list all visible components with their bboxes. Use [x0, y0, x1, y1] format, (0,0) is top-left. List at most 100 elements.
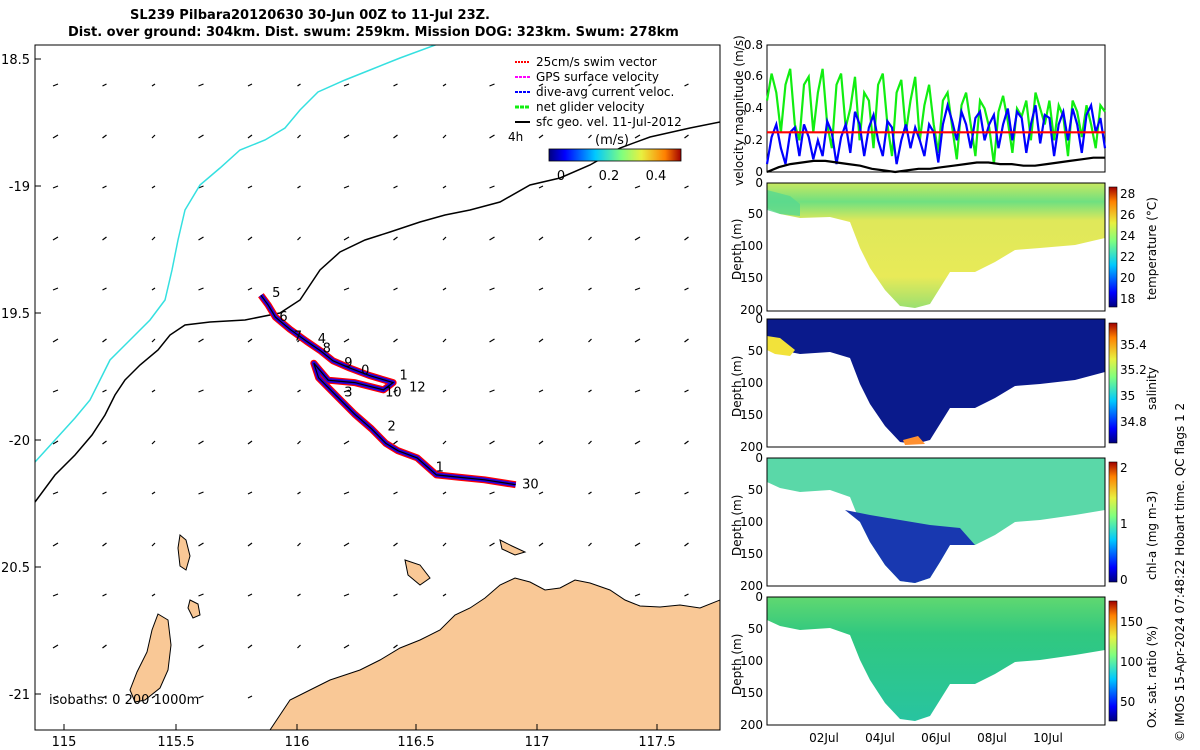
- current-arrow: [634, 236, 641, 241]
- current-arrow: [52, 593, 59, 597]
- temperature-mixedlayer: [767, 190, 800, 216]
- cbar-label: chl-a (mg m-3): [1145, 491, 1159, 580]
- velocity-colorbar: [548, 148, 682, 162]
- cbar-tick: 18: [1120, 292, 1135, 306]
- map-legend: 25cm/s swim vector GPS surface velocity …: [515, 55, 682, 129]
- current-arrow: [588, 338, 592, 343]
- current-arrow: [393, 491, 398, 495]
- cbar-tick: 26: [1120, 208, 1135, 222]
- cbar-tick: 50: [1120, 695, 1135, 709]
- isobaths-label: isobaths: 0 200 1000m: [49, 693, 199, 708]
- current-arrow: [198, 287, 204, 291]
- time-tick: 06Jul: [921, 731, 951, 745]
- current-arrow: [538, 185, 544, 189]
- current-arrow: [52, 440, 59, 445]
- track-day-label: 8: [323, 342, 331, 357]
- current-arrow: [198, 593, 204, 597]
- current-arrow: [634, 389, 641, 393]
- current-arrow: [297, 83, 301, 87]
- current-arrow: [102, 83, 107, 87]
- map-y-tick: -19: [9, 180, 30, 195]
- current-arrow: [151, 389, 156, 393]
- current-arrow: [297, 491, 301, 495]
- velocity-series-line: [765, 101, 1107, 165]
- current-arrow: [442, 338, 447, 343]
- oxygen-colorbar: [1108, 600, 1118, 722]
- current-arrow: [343, 593, 350, 597]
- map-x-tick: 116.5: [397, 735, 434, 750]
- time-tick: 10Jul: [1033, 731, 1063, 745]
- current-arrow: [151, 491, 156, 495]
- current-arrow: [538, 542, 544, 547]
- current-arrow: [393, 440, 398, 445]
- current-arrow: [442, 287, 447, 291]
- track-day-label: 5: [272, 286, 280, 301]
- current-arrow: [297, 134, 301, 139]
- current-arrow: [297, 644, 301, 649]
- depth-tick: 100: [740, 654, 763, 668]
- current-arrow: [247, 491, 253, 495]
- current-arrow: [489, 83, 495, 87]
- current-arrow: [393, 644, 398, 649]
- chlorophyll-section: [767, 458, 1105, 583]
- time-x-axis: 02Jul 04Jul 06Jul 08Jul 10Jul: [809, 731, 1063, 745]
- current-arrow: [198, 236, 204, 241]
- chlorophyll-deep-low: [845, 510, 975, 583]
- temperature-panel: [766, 182, 1118, 312]
- chlorophyll-panel: [766, 457, 1118, 587]
- legend-label: 25cm/s swim vector: [536, 55, 657, 69]
- depth-tick: 50: [748, 207, 763, 221]
- track-day-label: 4: [318, 332, 326, 347]
- current-arrow: [684, 287, 689, 291]
- current-arrow: [442, 185, 447, 189]
- current-arrow: [151, 338, 156, 343]
- imos-credit: © IMOS 15-Apr-2024 07:48:22 Hobart time.…: [1173, 403, 1187, 742]
- salinity-colorbar: [1108, 322, 1118, 444]
- current-arrow: [489, 134, 495, 139]
- current-arrow: [247, 593, 253, 597]
- temperature-section: [767, 183, 1105, 308]
- map-y-tick: 19.5: [1, 307, 30, 322]
- current-arrow: [538, 236, 544, 241]
- depth-label: Depth (m): [730, 634, 744, 695]
- current-arrow: [588, 542, 592, 547]
- depth-label: Depth (m): [730, 356, 744, 417]
- cbar-tick: 1: [1120, 517, 1128, 531]
- current-arrow: [538, 440, 544, 445]
- current-arrow: [393, 338, 398, 343]
- cbar-label: Ox. sat. ratio (%): [1145, 626, 1159, 728]
- legend-label: sfc geo. vel. 11-Jul-2012: [536, 115, 682, 129]
- current-vector-field: [52, 83, 689, 699]
- depth-tick: 200: [740, 718, 763, 732]
- map-x-tick: 117: [525, 735, 550, 750]
- cbar-label: salinity: [1145, 367, 1159, 410]
- current-arrow: [634, 83, 641, 87]
- current-arrow: [442, 83, 447, 87]
- current-arrow: [198, 644, 204, 649]
- depth-tick: 50: [748, 622, 763, 636]
- current-arrow: [198, 491, 204, 495]
- current-arrow: [489, 185, 495, 189]
- current-arrow: [393, 185, 398, 189]
- map-x-axis: 115 115.5 116 116.5 117 117.5: [52, 724, 676, 750]
- current-arrow: [588, 134, 592, 139]
- current-arrow: [393, 134, 398, 139]
- current-arrow: [343, 83, 350, 87]
- current-arrow: [151, 236, 156, 241]
- cbar-tick: 24: [1120, 229, 1135, 243]
- oxygen-section: [767, 597, 1105, 721]
- current-arrow: [588, 440, 592, 445]
- cbar-tick: 35.4: [1120, 338, 1147, 352]
- current-arrow: [247, 644, 253, 649]
- current-arrow: [102, 440, 107, 445]
- current-arrow: [393, 542, 398, 547]
- depth-tick: 0: [755, 312, 763, 326]
- current-arrow: [102, 287, 107, 291]
- depth-tick: 150: [740, 547, 763, 561]
- track-day-label: 30: [522, 478, 539, 493]
- current-arrow: [247, 440, 253, 445]
- current-arrow: [588, 185, 592, 189]
- current-arrow: [52, 542, 59, 547]
- current-arrow: [52, 695, 59, 699]
- island-large: [129, 613, 172, 703]
